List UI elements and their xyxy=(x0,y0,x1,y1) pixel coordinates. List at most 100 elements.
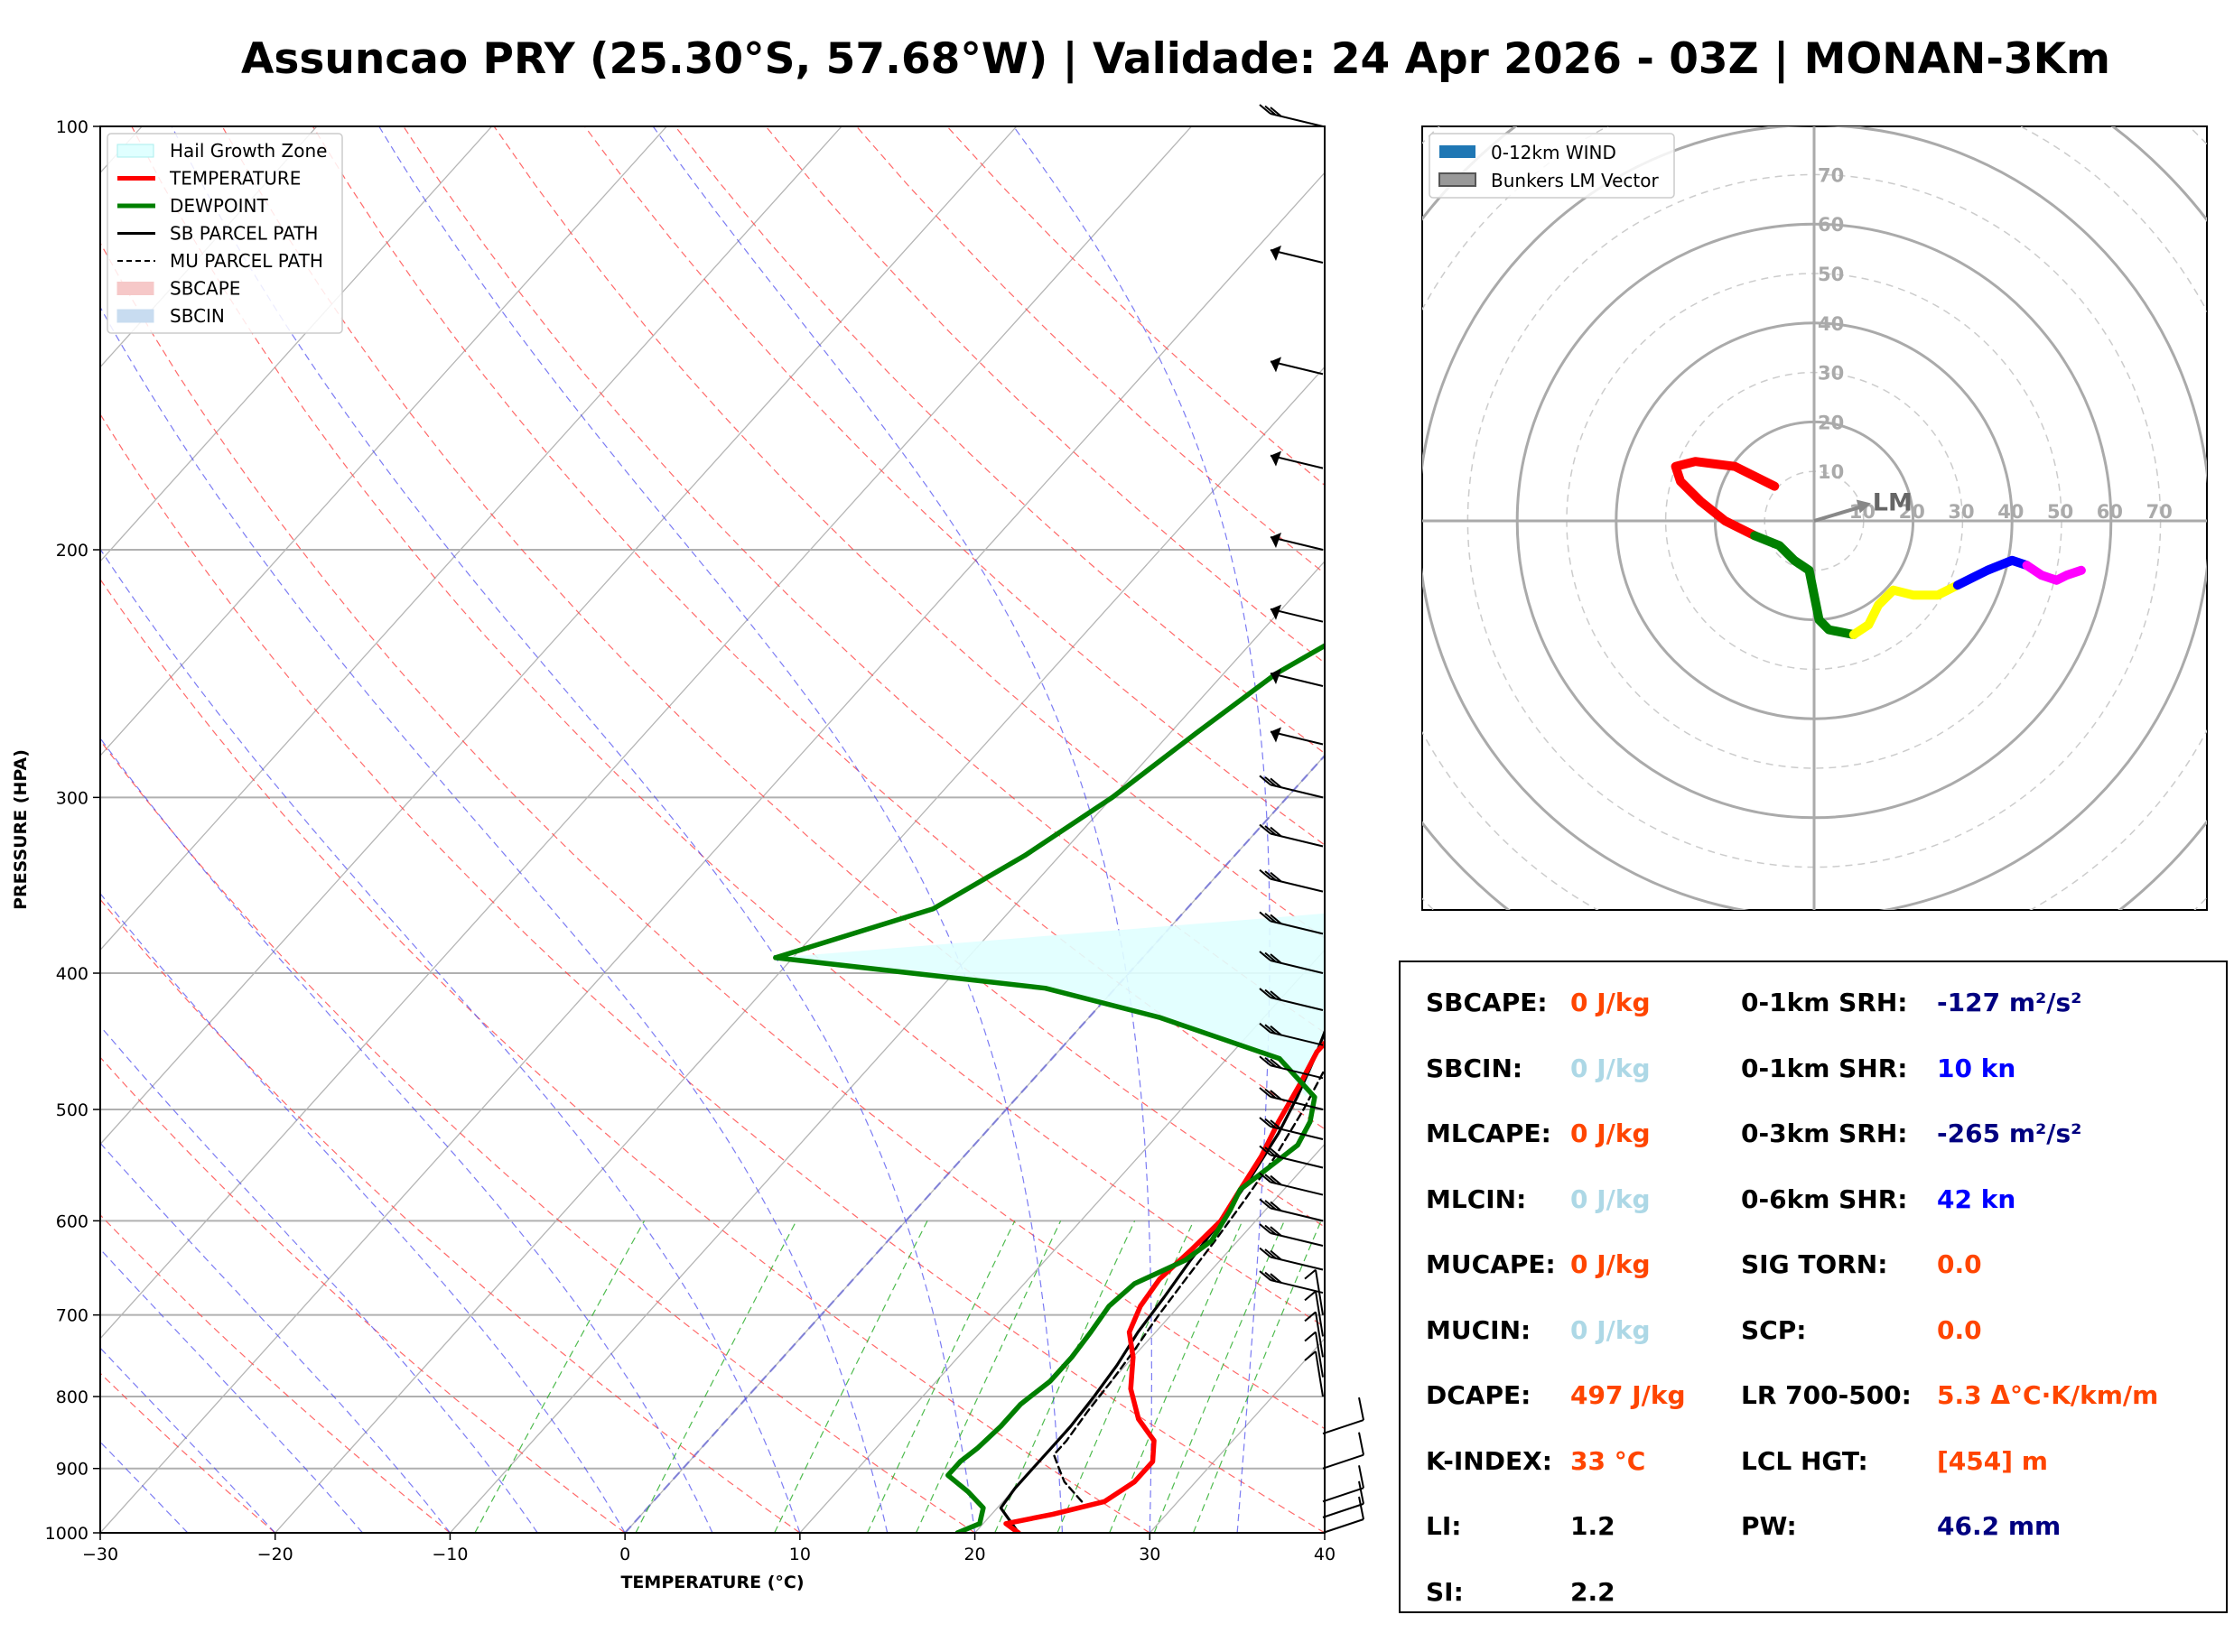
legend-swatch xyxy=(116,282,154,295)
y-tick-label: 600 xyxy=(56,1211,88,1231)
wind-barb-flag xyxy=(1358,1496,1364,1520)
wind-barb-feather xyxy=(1270,1273,1282,1284)
legend-swatch xyxy=(116,309,154,323)
wind-barb xyxy=(1259,1270,1324,1295)
moist-adiabat xyxy=(100,1142,451,1533)
mixing-ratio-line xyxy=(1192,1220,1322,1533)
moist-adiabat xyxy=(100,892,626,1533)
moist-adiabat xyxy=(1012,126,1271,1533)
hodograph-legend: 0-12km WIND Bunkers LM Vector xyxy=(1429,133,1675,199)
mixing-ratio-line xyxy=(774,1220,928,1533)
index-label: MLCIN: xyxy=(1426,1183,1527,1214)
bunkers-lm-vector xyxy=(1813,504,1865,523)
x-tick-label: 10 xyxy=(789,1545,811,1564)
mixing-ratio-line xyxy=(1153,1220,1285,1533)
index-value: 0 J/kg xyxy=(1570,1314,1651,1345)
skew-t-shaded-areas xyxy=(775,913,1325,1098)
dry-adiabat xyxy=(100,1056,626,1533)
legend-label: MU PARCEL PATH xyxy=(170,250,323,272)
hodograph-ring-label-u: 20 xyxy=(1899,501,1925,523)
hodograph-segment xyxy=(1848,580,1962,639)
index-label: K-INDEX: xyxy=(1426,1445,1552,1476)
wind-barb-feather xyxy=(1270,107,1282,117)
wind-barb-feather xyxy=(1264,1224,1277,1236)
wind-barb xyxy=(1270,727,1324,746)
wind-barb-staff xyxy=(1270,454,1324,469)
wind-barb xyxy=(1259,1223,1324,1247)
wind-barb-pennant xyxy=(1271,604,1281,620)
index-label: DCAPE: xyxy=(1426,1380,1531,1410)
wind-barb-flag xyxy=(1304,1290,1317,1302)
chart-title: Assuncao PRY (25.30°S, 57.68°W) | Valida… xyxy=(241,34,2110,84)
hail-growth-zone-fill xyxy=(775,913,1325,1098)
wind-barb xyxy=(1259,1247,1324,1271)
wind-barb-pennant xyxy=(1271,668,1281,684)
wind-barb-feather xyxy=(1270,1174,1282,1186)
wind-barb-flag xyxy=(1358,1397,1364,1421)
index-value: 0 J/kg xyxy=(1570,1053,1651,1083)
wind-barb xyxy=(1259,1172,1324,1196)
wind-barb-staff xyxy=(1270,673,1324,687)
wind-barb xyxy=(1259,1087,1324,1110)
wind-barb-feather xyxy=(1259,1022,1271,1034)
wind-barb xyxy=(1304,1350,1324,1397)
skew-t-background-lines xyxy=(100,126,1325,1533)
y-tick-label: 800 xyxy=(56,1387,88,1407)
wind-barb xyxy=(1304,1331,1324,1378)
wind-barb-flag xyxy=(1358,1432,1364,1455)
wind-barb-feather xyxy=(1270,990,1282,1001)
wind-barb xyxy=(1270,245,1324,264)
legend-swatch xyxy=(116,144,154,158)
y-tick-label: 200 xyxy=(56,541,88,561)
wind-barb-feather xyxy=(1259,1055,1271,1067)
index-value: 497 J/kg xyxy=(1570,1380,1686,1410)
legend-label: Hail Growth Zone xyxy=(170,140,327,162)
wind-barb-feather xyxy=(1270,1119,1282,1130)
y-tick-label: 300 xyxy=(56,788,88,808)
isotherm-line xyxy=(100,126,1018,1146)
wind-barb-feather xyxy=(1259,1247,1271,1258)
bunkers-lm-arrowhead xyxy=(1856,499,1871,514)
index-value: 0.0 xyxy=(1937,1314,1982,1345)
hodograph-ring-label-v: 30 xyxy=(1818,363,1844,385)
wind-barb xyxy=(1322,1432,1364,1470)
wind-barb-feather xyxy=(1264,825,1277,836)
wind-barb-feather xyxy=(1259,1198,1271,1210)
wind-barb-feather xyxy=(1264,913,1277,923)
skew-t-profiles xyxy=(773,643,1325,1533)
dry-adiabat xyxy=(100,1213,451,1533)
wind-barb-staff xyxy=(1322,1419,1364,1434)
isotherm-line xyxy=(100,172,1325,1533)
wind-barb-feather xyxy=(1259,775,1271,786)
indices-panel: SBCAPE: 0 J/kg SBCIN: 0 J/kg MLCAPE: 0 J/kg ML… xyxy=(1399,961,2228,1613)
dry-adiabat xyxy=(100,898,801,1533)
temperature-line xyxy=(1003,1039,1325,1533)
mixing-ratio-line xyxy=(994,1220,1136,1533)
wind-barb xyxy=(1259,951,1324,974)
moist-adiabat xyxy=(100,1025,538,1533)
wind-barb-feather xyxy=(1264,988,1277,1000)
index-label: MUCIN: xyxy=(1426,1314,1531,1345)
index-value: -127 m²/s² xyxy=(1937,988,2082,1017)
moist-adiabat xyxy=(100,1248,364,1533)
hodograph-legend-label: Bunkers LM Vector xyxy=(1491,170,1660,191)
skew-t-legend: Hail Growth Zone TEMPERATURE DEWPOINT SB PA… xyxy=(107,133,343,334)
hodograph-ring-label-v: 10 xyxy=(1818,461,1844,483)
wind-barb-feather xyxy=(1270,953,1282,964)
wind-barb-feather xyxy=(1270,914,1282,925)
mixing-ratio-line xyxy=(1056,1220,1195,1533)
wind-barb-flag xyxy=(1304,1311,1317,1323)
x-tick-label: 0 xyxy=(619,1545,630,1564)
wind-barb-staff xyxy=(1270,730,1324,746)
mixing-ratio-line xyxy=(1109,1220,1243,1533)
wind-barb xyxy=(1304,1290,1324,1337)
index-value: 2.2 xyxy=(1570,1576,1615,1607)
legend-label: DEWPOINT xyxy=(170,195,268,217)
wind-barb-pennant xyxy=(1271,727,1281,743)
wind-barb xyxy=(1259,1022,1324,1046)
skew-t-ticks: −30 −20 −10 0 10 20 30 40 1000 900 800 700 600 500 400… xyxy=(45,117,1336,1564)
index-value: 1.2 xyxy=(1570,1511,1615,1541)
zero-isotherm xyxy=(624,754,1325,1533)
